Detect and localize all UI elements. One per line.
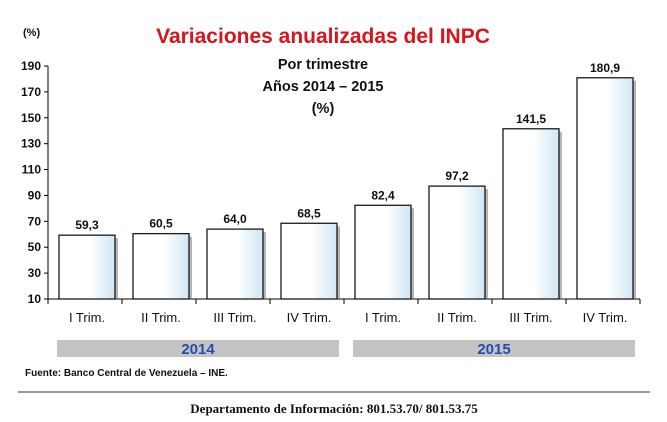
x-category-label: IV Trim. (583, 310, 628, 325)
value-labels: 59,3 60,5 64,0 68,5 82,4 97,2 141,5 180,9 (75, 61, 620, 232)
y-tick-label: 190 (21, 59, 41, 73)
y-tick-label: 150 (21, 111, 41, 125)
year-group-label: 2015 (477, 341, 510, 358)
x-category-label: III Trim. (213, 310, 256, 325)
y-tick-label: 10 (28, 292, 42, 306)
x-category-label: I Trim. (365, 310, 401, 325)
bar-value-label: 97,2 (445, 169, 469, 183)
bar (428, 185, 486, 300)
bar-value-label: 141,5 (516, 112, 546, 126)
chart-subtitle-line-3: (%) (312, 101, 335, 117)
y-tick-label: 170 (21, 85, 41, 99)
year-group-band (353, 340, 635, 357)
bar-value-label: 68,5 (297, 206, 321, 220)
footer-contact: Departamento de Información: 801.53.70/ … (190, 401, 478, 416)
bars (58, 77, 636, 300)
y-tick-label: 130 (21, 137, 41, 151)
bar (502, 128, 560, 300)
bar (206, 228, 264, 300)
bar (354, 204, 412, 300)
source-note: Fuente: Banco Central de Venezuela – INE… (25, 368, 228, 379)
year-group-label: 2014 (181, 341, 215, 358)
bar (280, 222, 338, 300)
bar-value-label: 60,5 (149, 217, 173, 231)
y-tick-label: 110 (22, 163, 42, 177)
y-tick-label: 50 (28, 240, 42, 254)
y-tick-label: 30 (28, 266, 42, 280)
year-groups: 2014 2015 (57, 340, 635, 358)
bar (132, 232, 190, 300)
year-group-band (57, 340, 339, 357)
chart-subtitle-line-1: Por trimestre (278, 57, 368, 73)
bar (58, 234, 116, 300)
bar-value-label: 59,3 (75, 218, 99, 232)
bar-value-label: 64,0 (223, 212, 247, 226)
y-tick-label: 90 (28, 188, 42, 202)
x-category-label: II Trim. (437, 310, 477, 325)
bar-value-label: 180,9 (590, 61, 620, 75)
bar (576, 77, 634, 300)
y-axis-ticks: 10 30 50 70 90 110 130 150 170 190 (21, 59, 48, 306)
y-axis-unit-label: (%) (23, 27, 40, 39)
y-tick-label: 70 (28, 214, 42, 228)
bar-value-label: 82,4 (371, 188, 395, 202)
chart-title: Variaciones anualizadas del INPC (156, 25, 490, 48)
x-category-label: III Trim. (509, 310, 552, 325)
x-category-label: I Trim. (69, 310, 105, 325)
x-category-label: II Trim. (141, 310, 181, 325)
chart-subtitle-line-2: Años 2014 – 2015 (263, 79, 384, 95)
x-category-label: IV Trim. (287, 310, 332, 325)
category-labels: I Trim. II Trim. III Trim. IV Trim. I Trim. I… (47, 299, 641, 325)
